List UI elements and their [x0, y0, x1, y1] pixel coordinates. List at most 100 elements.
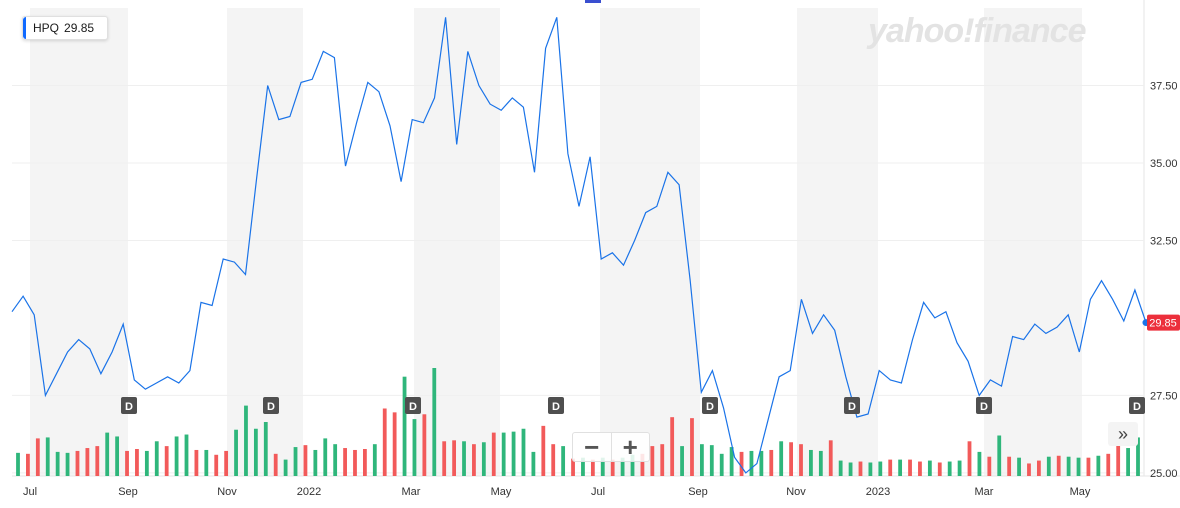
volume-bar — [670, 417, 675, 476]
volume-bar — [620, 457, 625, 476]
volume-bar — [521, 428, 526, 476]
volume-bar — [273, 453, 278, 476]
last-price-box — [1147, 314, 1180, 331]
volume-bar — [194, 449, 199, 476]
volume-bar — [372, 444, 377, 476]
dividend-marker[interactable]: D — [405, 397, 421, 414]
volume-bar — [789, 442, 793, 476]
y-tick-label: 37.50 — [1150, 80, 1178, 92]
volume-bar — [392, 412, 397, 476]
x-tick-label: Mar — [975, 486, 994, 498]
dividend-marker-box[interactable] — [263, 397, 279, 414]
dividend-marker[interactable]: D — [263, 397, 279, 414]
zoom-control[interactable]: − + — [572, 432, 650, 462]
dividend-marker-label: D — [980, 401, 988, 413]
volume-bar — [898, 459, 903, 476]
volume-bar — [85, 448, 90, 476]
dividend-marker-box[interactable] — [548, 397, 564, 414]
dividend-marker-label: D — [848, 401, 856, 413]
volume-bar — [253, 428, 258, 476]
volume-bar — [918, 461, 922, 476]
volume-bar — [412, 419, 417, 476]
volume-bar — [947, 461, 952, 476]
volume-bar — [313, 449, 318, 476]
dividend-marker[interactable]: D — [548, 397, 564, 414]
x-tick-label: Sep — [688, 486, 708, 498]
volume-bar — [997, 435, 1002, 476]
zoom-in-button[interactable]: + — [622, 432, 638, 462]
volume-bar — [878, 461, 883, 476]
volume-bar — [828, 440, 833, 476]
volume-bar — [818, 450, 823, 476]
volume-bar — [1046, 456, 1051, 476]
volume-bar — [590, 459, 595, 476]
x-tick-label: Sep — [118, 486, 138, 498]
volume-bar — [35, 438, 40, 476]
zoom-out-button[interactable]: − — [573, 433, 612, 461]
x-tick-label: Jul — [23, 486, 37, 498]
volume-bar — [957, 460, 962, 476]
dividend-marker-box[interactable] — [844, 397, 860, 414]
dividend-marker-box[interactable] — [121, 397, 137, 414]
volume-bar — [749, 450, 754, 476]
volume-bar — [491, 432, 496, 476]
x-tick-label: 2023 — [866, 486, 890, 498]
volume-bar — [729, 447, 734, 476]
month-band — [600, 8, 700, 476]
volume-bar — [799, 444, 803, 476]
volume-bar — [164, 446, 169, 476]
volume-bar — [699, 444, 704, 476]
volume-bar — [283, 459, 288, 476]
volume-bar — [809, 449, 813, 476]
volume-bar — [105, 432, 110, 476]
volume-bar — [323, 438, 328, 476]
volume-bar — [174, 436, 179, 476]
dividend-marker-box[interactable] — [976, 397, 992, 414]
volume-bar — [1126, 448, 1130, 476]
volume-bar — [838, 460, 843, 476]
x-tick-label: Mar — [402, 486, 421, 498]
volume-bar — [343, 448, 347, 476]
volume-bar — [1027, 463, 1031, 476]
x-tick-label: 2022 — [297, 486, 321, 498]
dividend-marker-box[interactable] — [1129, 397, 1145, 414]
dividend-marker[interactable]: D — [702, 397, 718, 414]
volume-bar — [402, 376, 407, 476]
volume-bar — [214, 454, 219, 476]
volume-bar — [432, 368, 437, 476]
volume-bar — [303, 445, 308, 476]
volume-bar — [908, 459, 912, 476]
y-tick-label: 32.50 — [1150, 235, 1178, 247]
volume-bar — [690, 418, 694, 476]
volume-bar — [1106, 453, 1111, 476]
volume-bar — [581, 457, 585, 476]
dividend-marker-box[interactable] — [405, 397, 421, 414]
volume-bar — [115, 436, 120, 476]
volume-bar — [551, 444, 556, 476]
x-axis: Jul Sep Nov 2022 Mar May Jul Sep Nov 2023 Mar May — [23, 486, 1091, 498]
volume-bar — [1096, 455, 1101, 476]
dividend-marker[interactable]: D — [121, 397, 137, 414]
volume-bar — [244, 405, 248, 476]
dividend-marker[interactable]: D — [1129, 397, 1145, 414]
y-axis: 25.00 27.50 32.50 35.00 37.50 — [1150, 80, 1178, 479]
volume-bar — [1036, 460, 1041, 476]
volume-bar — [541, 425, 546, 476]
volume-bar — [977, 451, 982, 476]
dividend-marker-label: D — [706, 401, 714, 413]
volume-bar — [263, 422, 268, 476]
volume-bar — [135, 449, 139, 476]
volume-bar — [184, 434, 189, 476]
volume-bar — [561, 446, 566, 476]
ticker-badge[interactable]: HPQ 29.85 — [22, 16, 109, 40]
volume-bar — [630, 454, 635, 476]
dividend-marker-box[interactable] — [702, 397, 718, 414]
dividend-marker[interactable]: D — [844, 397, 860, 414]
dividend-marker-label: D — [552, 401, 560, 413]
range-marker[interactable] — [585, 0, 601, 3]
badge-accent — [23, 17, 26, 39]
x-tick-label: Nov — [217, 486, 237, 498]
expand-icon[interactable]: » — [1108, 422, 1138, 446]
dividend-marker[interactable]: D — [976, 397, 992, 414]
